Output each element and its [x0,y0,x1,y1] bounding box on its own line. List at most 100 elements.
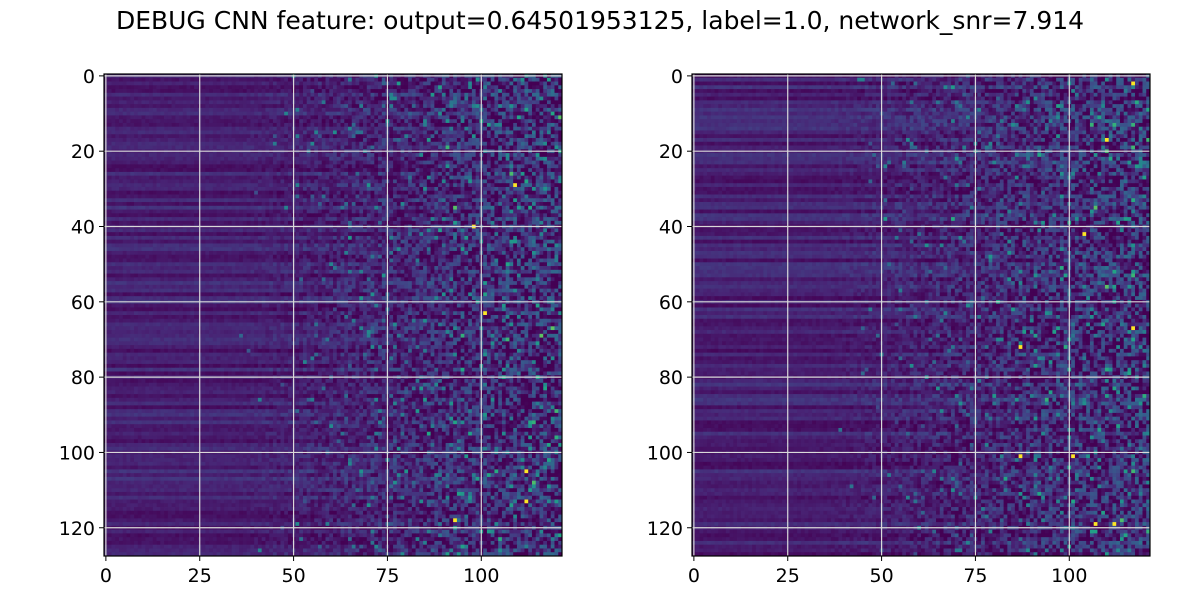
heatmap-cell [321,194,326,199]
heatmap-cell [190,153,195,158]
heatmap-cell [295,130,300,135]
heatmap-cell [408,122,413,128]
heatmap-cell [149,96,154,101]
heatmap-cell [310,111,315,116]
heatmap-cell [287,190,293,195]
heatmap-cell [445,164,450,169]
heatmap-cell [475,186,480,192]
heatmap-cell [160,134,165,139]
heatmap-cell [317,104,323,109]
heatmap-cell [265,205,270,210]
heatmap-cell [111,160,116,165]
heatmap-cell [363,100,368,105]
heatmap-cell [329,220,334,226]
heatmap-cell [317,209,323,214]
heatmap-cell [239,175,244,180]
heatmap-cell [520,134,525,139]
heatmap-cell [524,89,529,94]
heatmap-cell [317,145,323,150]
heatmap-cell [400,153,405,158]
heatmap-cell [520,156,525,162]
heatmap-cell [378,81,383,86]
heatmap-cell [276,111,281,116]
heatmap-cells [104,74,563,557]
heatmap-cell [156,122,161,128]
heatmap-cell [130,130,135,135]
heatmap-cell [261,115,266,120]
heatmap-cell [145,119,150,124]
heatmap-cell [299,115,304,120]
heatmap-cell [460,179,465,184]
heatmap-cell [535,209,540,214]
heatmap-cell [430,175,435,180]
heatmap-cell [336,104,341,109]
heatmap-cell [490,213,495,218]
heatmap-cell [119,175,124,180]
heatmap-cell [175,160,180,165]
heatmap-cell [516,198,522,203]
heatmap-cell [246,77,251,82]
heatmap-cell [460,160,465,165]
heatmap-cell [494,141,499,146]
heatmap-cell [531,111,537,116]
heatmap-cell [314,190,319,195]
heatmap-cell [393,171,398,177]
heatmap-cell [190,81,195,86]
heatmap-cell [235,85,240,90]
heatmap-cell [531,190,537,195]
heatmap-cell [246,205,251,210]
heatmap-cell [329,100,334,105]
heatmap-cell [513,96,518,101]
heatmap-cell [269,209,274,214]
heatmap-cell [344,209,349,214]
heatmap-cell [235,202,240,207]
heatmap-cell [363,209,368,214]
heatmap-cell [239,156,244,162]
heatmap-cell [134,145,139,150]
heatmap-cell [269,156,274,162]
heatmap-cell [333,96,338,101]
heatmap-cell [227,160,233,165]
heatmap-cell [430,104,435,109]
heatmap-cell [505,122,510,128]
heatmap-cell [325,202,330,207]
heatmap-cell [366,115,371,120]
heatmap-cell [468,205,473,210]
heatmap-cell [359,213,364,218]
heatmap-cell [531,92,537,97]
heatmap-cell [227,175,233,180]
heatmap-cell [554,198,559,203]
heatmap-cell [152,85,157,90]
heatmap-cell [550,164,555,169]
heatmap-cell [152,104,157,109]
heatmap-cell [370,213,375,218]
heatmap-cell [528,183,533,188]
heatmap-cell [269,202,274,207]
heatmap-cell [456,77,462,82]
heatmap-cell [471,104,477,109]
heatmap-cell [415,92,420,97]
heatmap-cell [261,145,266,150]
heatmap-cell [359,168,364,173]
heatmap-cell [329,119,334,124]
heatmap-cell [426,156,431,162]
heatmap-cell [400,171,405,177]
heatmap-cell [370,190,375,195]
heatmap-cell [276,168,281,173]
heatmap-cell [408,202,413,207]
heatmap-cell [287,96,293,101]
heatmap-cell [520,190,525,195]
figure-title: DEBUG CNN feature: output=0.64501953125,… [0,6,1200,35]
heatmap-cell [453,171,458,177]
heatmap-cell [453,213,458,218]
heatmap-cell [149,205,154,210]
heatmap-cell [378,122,383,128]
heatmap-cell [546,138,552,143]
heatmap-cell [471,194,477,199]
heatmap-cell [456,145,462,150]
heatmap-cell [438,179,443,184]
heatmap-cell [302,202,308,207]
heatmap-cell [445,141,450,146]
heatmap-cell [344,96,349,101]
heatmap-cell [205,111,210,116]
